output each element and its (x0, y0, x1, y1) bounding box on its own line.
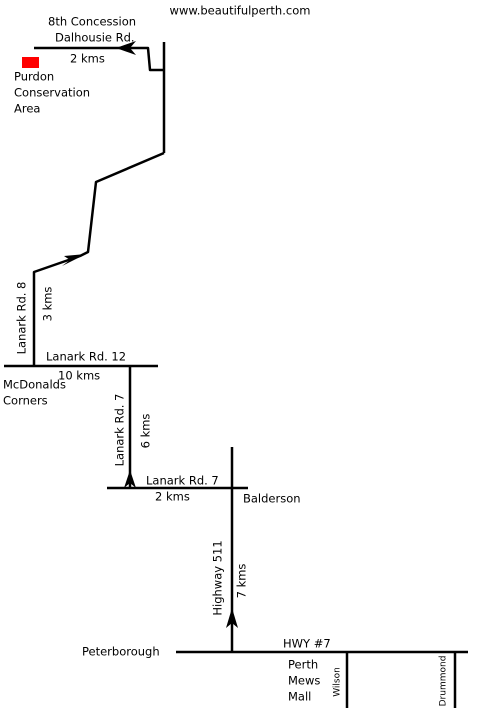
road-label: Lanark Rd. 12 (46, 350, 126, 364)
distance-label: 3 kms (41, 287, 55, 322)
place-label: Purdon (14, 70, 54, 84)
street-label: Drummond (439, 656, 449, 707)
distance-label: 2 kms (155, 490, 190, 504)
arrow-up (226, 608, 238, 628)
road-label: Highway 511 (211, 540, 225, 615)
place-label: McDonalds (3, 378, 66, 392)
route-north (34, 46, 164, 72)
place-label: Mall (288, 690, 311, 704)
place-label: Area (14, 102, 40, 116)
arrows (62, 41, 238, 628)
place-label: Balderson (243, 492, 301, 506)
distance-label: 10 kms (58, 369, 100, 383)
website: www.beautifulperth.com (170, 4, 311, 18)
destination-marker (22, 57, 39, 68)
place-label: Peterborough (82, 645, 160, 659)
place-label: Corners (3, 394, 48, 408)
place-label: Mews (288, 674, 320, 688)
roads (4, 42, 468, 708)
distance-label: 7 kms (235, 564, 249, 599)
road-label: Lanark Rd. 8 (15, 282, 29, 355)
place-label: Perth (288, 658, 318, 672)
road-label: 8th Concession (48, 15, 136, 29)
arrow-up (124, 470, 136, 488)
arrow-right (62, 254, 86, 266)
road-label: HWY #7 (283, 637, 331, 651)
street-label: Wilson (333, 667, 343, 697)
road-label: Dalhousie Rd. (55, 31, 135, 45)
road-label: Lanark Rd. 7 (146, 474, 219, 488)
place-label: Conservation (14, 86, 90, 100)
route-winding (32, 151, 165, 366)
distance-label: 6 kms (139, 414, 153, 449)
arrow-left (116, 41, 136, 55)
distance-label: 2 kms (70, 52, 105, 66)
road-label: Lanark Rd. 7 (113, 394, 127, 467)
